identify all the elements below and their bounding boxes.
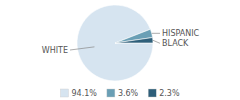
annotations: WHITE HISPANICBLACK [42, 29, 200, 55]
legend-item: 2.3% [148, 89, 180, 98]
legend-item: 94.1% [60, 89, 97, 98]
annotation: BLACK [162, 39, 189, 48]
legend-item: 3.6% [107, 89, 139, 98]
legend-label: 3.6% [118, 89, 139, 98]
pie-slice [77, 5, 153, 81]
legend-swatch [60, 89, 68, 97]
legend: 94.1% 3.6% 2.3% [60, 89, 179, 98]
leader-line [152, 33, 160, 34]
legend-swatch [107, 89, 115, 97]
leader-line [70, 47, 94, 50]
pie: WHITE HISPANICBLACK [42, 5, 200, 81]
chart: WHITE HISPANICBLACK 94.1% 3.6% 2.3% [0, 0, 240, 100]
pie-slice [115, 29, 153, 43]
leader-line [153, 40, 160, 43]
annotation: HISPANIC [162, 29, 200, 38]
annotation: WHITE [42, 46, 68, 55]
legend-label: 94.1% [71, 89, 97, 98]
legend-label: 2.3% [159, 89, 180, 98]
legend-swatch [148, 89, 156, 97]
pie-slice [115, 38, 153, 43]
